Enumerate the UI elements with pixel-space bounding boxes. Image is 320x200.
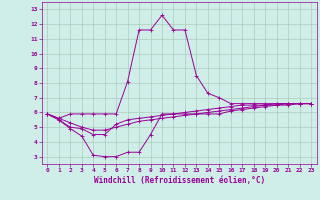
- X-axis label: Windchill (Refroidissement éolien,°C): Windchill (Refroidissement éolien,°C): [94, 176, 265, 185]
